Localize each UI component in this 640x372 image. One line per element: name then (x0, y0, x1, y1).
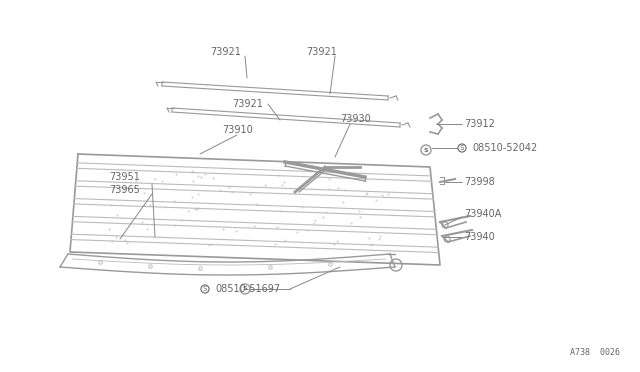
Text: 73912: 73912 (464, 119, 495, 129)
Text: 73921: 73921 (307, 47, 337, 57)
Text: 73921: 73921 (211, 47, 241, 57)
Text: S: S (460, 145, 464, 151)
Text: 73930: 73930 (340, 114, 371, 124)
Text: 73940A: 73940A (464, 209, 501, 219)
Text: 73965: 73965 (109, 185, 140, 195)
Text: 73921: 73921 (232, 99, 264, 109)
Text: 73951: 73951 (109, 172, 140, 182)
Text: 73940: 73940 (464, 232, 495, 242)
Text: A738  0026: A738 0026 (570, 348, 620, 357)
Text: 73910: 73910 (222, 125, 253, 135)
Text: S: S (243, 286, 247, 292)
Text: 73998: 73998 (464, 177, 495, 187)
Text: S: S (203, 286, 207, 292)
Text: 08510-51697: 08510-51697 (215, 284, 280, 294)
Text: 08510-52042: 08510-52042 (472, 143, 537, 153)
Text: S: S (424, 148, 428, 153)
